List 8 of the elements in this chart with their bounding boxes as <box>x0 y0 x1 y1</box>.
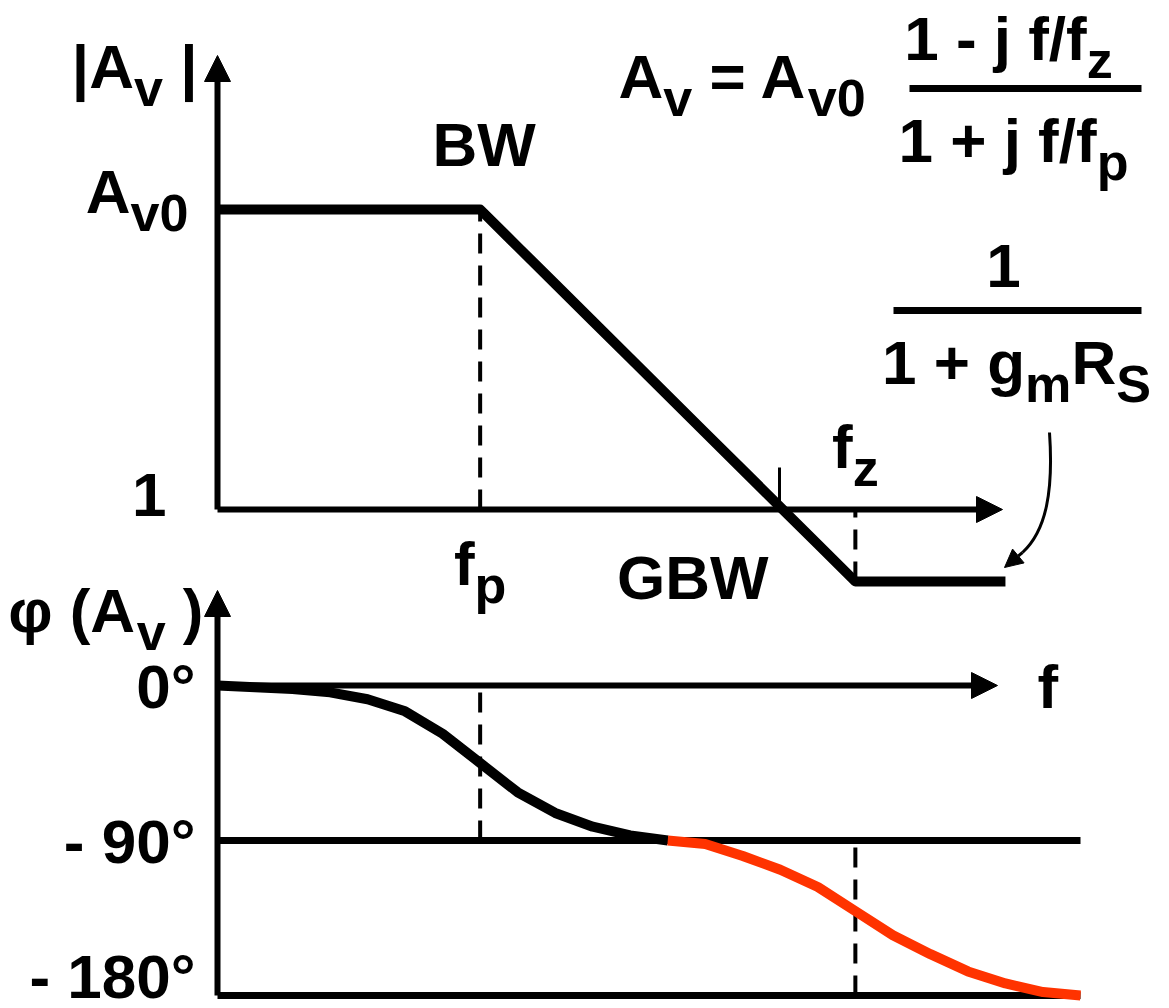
x-axis-title: f <box>1037 651 1059 721</box>
annotation: 1 <box>986 230 1021 300</box>
text: 1 <box>132 459 167 529</box>
annotation: BW <box>432 110 537 180</box>
y-tick-label: 0° <box>136 651 196 721</box>
annotation: GBW <box>616 543 769 613</box>
y-tick-label: - 180° <box>29 942 196 1008</box>
y-tick-label: - 90° <box>63 806 196 876</box>
